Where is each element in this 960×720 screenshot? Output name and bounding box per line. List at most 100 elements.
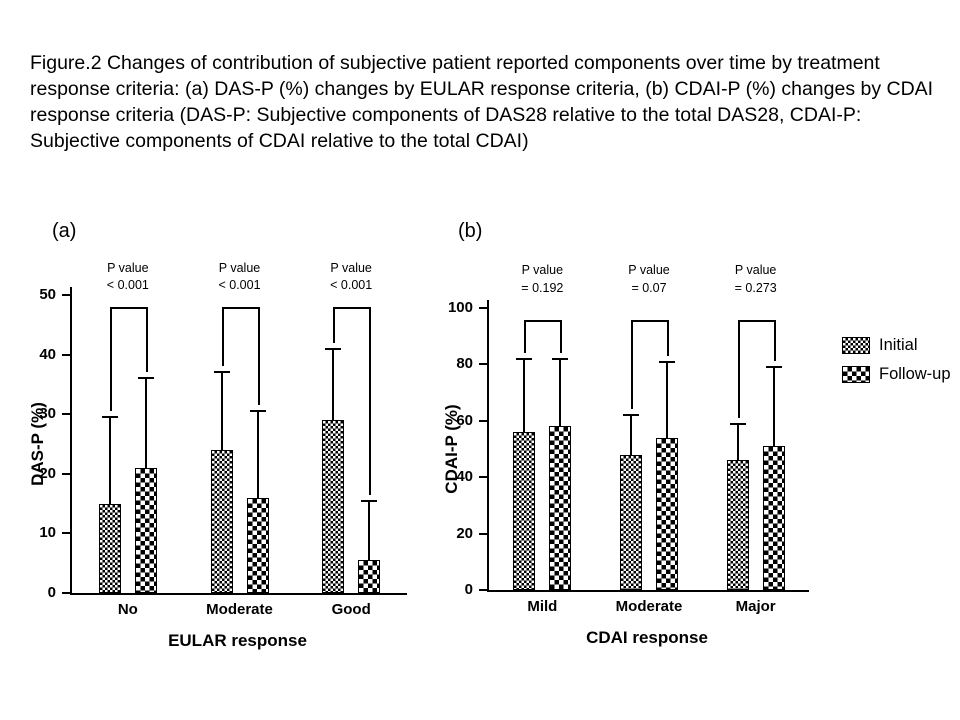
error-bar-cap — [516, 357, 533, 360]
bar-follow-up-no — [134, 467, 157, 593]
p-bracket-right-leg — [667, 320, 669, 356]
bar-follow-up-major — [762, 446, 785, 590]
p-bracket-top — [333, 307, 372, 309]
y-tick — [62, 592, 72, 594]
error-bar-cap — [361, 499, 378, 502]
y-tick — [479, 476, 489, 479]
chart-a: DAS-P (%) 0 10 20 30 40 50 No P value < 0.001 Mod… — [25, 250, 437, 700]
x-category-label: No — [117, 601, 138, 618]
p-value-label: P value — [330, 261, 372, 275]
y-tick — [479, 589, 489, 591]
plot-area-b: 0 20 40 60 80 100 Mild P value = 0.192 Moderate P … — [448, 263, 809, 615]
error-bar-line — [772, 367, 775, 447]
bar-initial-moderate — [210, 449, 233, 593]
y-tick — [479, 307, 489, 309]
p-bracket-top — [524, 320, 563, 322]
y-tick-label: 100 — [447, 299, 473, 316]
p-bracket-left-leg — [109, 307, 112, 412]
error-bar-cap — [101, 416, 118, 419]
legend-label-initial: Initial — [879, 336, 918, 354]
bar-initial-major — [726, 460, 749, 590]
error-bar-line — [736, 423, 739, 461]
error-bar-cap — [552, 357, 569, 360]
y-tick-label: 0 — [464, 581, 473, 598]
p-value-label: P value — [628, 263, 670, 277]
p-value: < 0.001 — [106, 278, 149, 292]
y-tick-label: 10 — [39, 524, 56, 542]
p-value: = 0.192 — [521, 281, 564, 295]
error-bar-cap — [249, 410, 266, 413]
p-bracket-top — [631, 320, 669, 322]
p-bracket-top — [221, 307, 260, 309]
bar-initial-moderate — [620, 454, 642, 590]
p-value: = 0.273 — [734, 281, 777, 295]
p-value-label: P value — [218, 261, 261, 275]
y-tick — [479, 363, 489, 366]
error-bar-line — [256, 411, 259, 498]
panel-label-a: (a) — [52, 220, 77, 242]
error-bar-line — [368, 500, 371, 561]
p-bracket-right-leg — [257, 307, 260, 406]
x-category-label: Moderate — [206, 601, 273, 618]
p-bracket-top — [737, 320, 776, 322]
followup-pattern-swatch — [842, 366, 870, 383]
p-value-label: P value — [521, 263, 564, 277]
error-bar-line — [332, 348, 335, 421]
x-category-label: Good — [331, 601, 371, 618]
legend-item-initial: Initial — [842, 336, 951, 355]
initial-pattern-swatch — [842, 337, 870, 354]
x-axis-title-b: CDAI response — [586, 628, 708, 647]
bar-follow-up-good — [358, 560, 381, 593]
error-bar-line — [559, 358, 562, 427]
bar-initial-good — [322, 420, 345, 593]
bar-initial-no — [98, 503, 121, 593]
p-value: < 0.001 — [218, 278, 261, 292]
error-bar-cap — [729, 422, 746, 425]
error-bar-line — [666, 361, 668, 438]
y-tick — [62, 294, 72, 296]
chart-b: CDAI-P (%) 0 20 40 60 80 100 Mild P value = 0.19… — [442, 250, 822, 700]
error-bar-line — [630, 415, 632, 455]
legend: Initial Follow-up — [842, 336, 951, 394]
error-bar-cap — [623, 414, 639, 417]
legend-item-followup: Follow-up — [842, 365, 951, 384]
p-bracket-left-leg — [631, 320, 633, 410]
error-bar-line — [144, 378, 147, 468]
p-value-label: P value — [107, 261, 149, 275]
error-bar-cap — [765, 366, 782, 369]
x-category-label: Moderate — [615, 598, 683, 615]
y-tick — [62, 413, 72, 416]
legend-label-followup: Follow-up — [879, 365, 951, 383]
error-bar-line — [220, 372, 223, 450]
y-tick — [479, 419, 489, 422]
y-tick-label: 20 — [39, 464, 56, 482]
y-tick-label: 60 — [456, 411, 473, 429]
panel-label-b: (b) — [458, 220, 483, 242]
y-tick-label: 30 — [39, 405, 56, 423]
bar-follow-up-moderate — [246, 497, 269, 593]
p-bracket-left-leg — [221, 307, 224, 367]
p-value: < 0.001 — [330, 278, 373, 292]
p-bracket-right-leg — [560, 320, 563, 353]
figure-caption: Figure.2 Changes of contribution of subj… — [30, 52, 934, 153]
error-bar-cap — [137, 377, 154, 380]
p-bracket-top — [109, 307, 148, 309]
error-bar-line — [523, 358, 526, 433]
p-bracket-left-leg — [524, 320, 527, 353]
y-tick — [62, 472, 72, 475]
y-tick — [62, 532, 72, 535]
p-bracket-left-leg — [737, 320, 740, 418]
y-axis-extension — [70, 287, 72, 295]
error-bar-line — [108, 417, 111, 504]
bar-follow-up-moderate — [656, 437, 678, 590]
p-value: = 0.07 — [631, 281, 667, 295]
y-tick-label: 20 — [456, 524, 473, 542]
bar-follow-up-mild — [549, 426, 572, 590]
bar-initial-mild — [513, 432, 536, 590]
p-bracket-right-leg — [145, 307, 148, 373]
y-tick — [62, 353, 72, 356]
y-tick-label: 50 — [39, 286, 56, 303]
y-tick-label: 0 — [47, 584, 56, 601]
error-bar-cap — [659, 360, 675, 363]
y-tick-label: 40 — [39, 345, 56, 363]
